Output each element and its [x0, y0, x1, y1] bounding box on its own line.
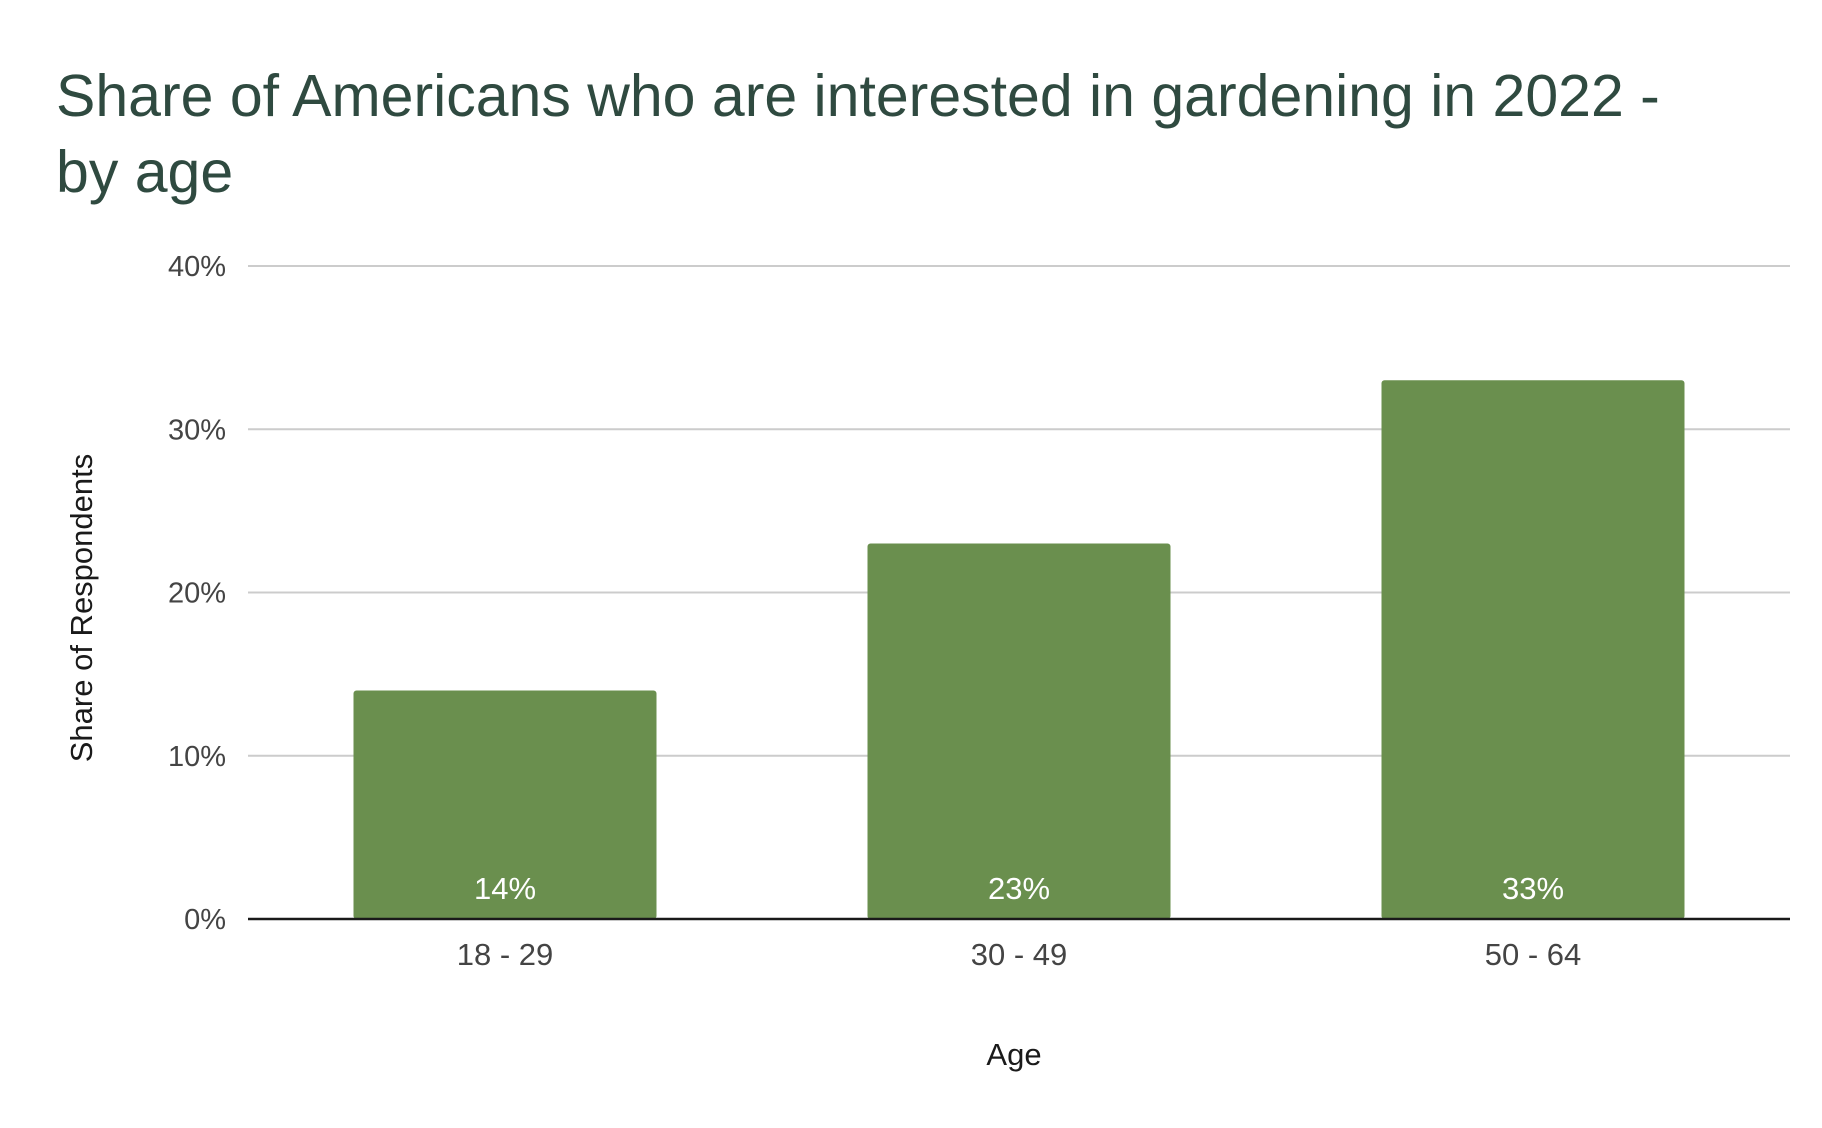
bar [1381, 380, 1685, 919]
y-tick-label: 30% [168, 414, 226, 446]
y-tick-label: 20% [168, 578, 226, 610]
x-tick-label: 50 - 64 [1485, 937, 1582, 972]
y-tick-label: 40% [168, 251, 226, 283]
y-axis-title: Share of Respondents [64, 454, 99, 763]
x-axis-title: Age [986, 1037, 1041, 1072]
x-tick-label: 18 - 29 [457, 937, 554, 972]
x-tick-label: 30 - 49 [971, 937, 1068, 972]
data-label: 33% [1502, 871, 1564, 906]
bar [353, 690, 657, 919]
data-label: 23% [988, 871, 1050, 906]
y-tick-label: 10% [168, 741, 226, 773]
y-tick-label: 0% [184, 904, 226, 936]
chart-title: Share of Americans who are interested in… [56, 63, 1660, 205]
bar [867, 543, 1171, 919]
data-label: 14% [474, 871, 536, 906]
